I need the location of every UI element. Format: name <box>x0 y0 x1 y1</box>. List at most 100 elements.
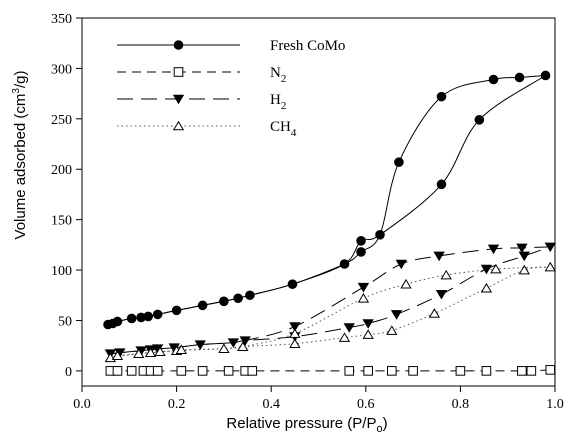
h2-point <box>357 282 370 293</box>
fresh-como-point <box>488 74 499 85</box>
chart-axes: 0.0 0.2 0.4 0.6 0.8 1.0 0 50 100 150 200 250 300 350 <box>51 12 564 412</box>
n2-point <box>223 366 234 376</box>
h2-adsorption-line <box>110 246 551 355</box>
x-tick-label: 0.2 <box>168 397 186 412</box>
fresh-como-desorption-line <box>107 75 546 325</box>
plot-frame <box>81 17 556 387</box>
fresh-como-point <box>339 259 350 269</box>
fresh-como-adsorption-line <box>107 75 546 325</box>
h2-point <box>343 323 355 333</box>
n2-point <box>481 366 492 376</box>
legend-label-ch4: CH4 <box>270 119 297 139</box>
ch4-point <box>144 347 157 358</box>
fresh-como-point <box>375 229 385 240</box>
n2-point <box>176 366 187 376</box>
ch4-point <box>237 341 249 351</box>
fresh-como-point <box>219 296 229 307</box>
ch4-point <box>440 269 452 280</box>
fresh-como-point <box>356 247 366 257</box>
n2-point <box>197 366 208 376</box>
h2-point <box>395 259 407 270</box>
x-tick-label: 0.8 <box>452 397 470 412</box>
y-tick-label: 150 <box>51 214 72 229</box>
fresh-como-point <box>474 115 485 125</box>
fresh-como-point <box>356 236 366 246</box>
h2-point <box>227 338 240 348</box>
y-axis-title: Volume adsorbed (cm3/g) <box>11 71 29 240</box>
fresh-como-point <box>197 300 208 311</box>
h2-desorption-line <box>110 246 551 355</box>
ch4-point <box>357 293 370 303</box>
h2-point <box>289 322 301 332</box>
x-axis-title: Relative pressure (P/Po) <box>226 415 387 433</box>
ch4-point <box>490 263 502 274</box>
h2-point <box>390 310 403 320</box>
ch4-point <box>400 278 412 289</box>
ch4-point <box>544 261 556 272</box>
ch4-point <box>289 338 301 348</box>
fresh-como-point <box>436 91 447 102</box>
legend-label-n2: N2 <box>270 65 286 85</box>
n2-point <box>344 366 355 376</box>
ch4-point <box>154 346 166 357</box>
y-tick-label: 300 <box>51 62 72 77</box>
y-tick-label: 50 <box>58 314 72 329</box>
ch4-point <box>338 332 351 342</box>
n2-point <box>152 366 163 376</box>
n2-point <box>517 366 527 376</box>
fresh-como-point <box>540 70 551 81</box>
legend-marker-fresh-como <box>173 40 184 50</box>
h2-point <box>194 340 206 350</box>
h2-point <box>433 251 445 262</box>
h2-point <box>516 243 528 254</box>
y-tick-label: 200 <box>51 163 72 178</box>
fresh-como-point <box>126 313 137 324</box>
y-tick-label: 350 <box>51 12 72 27</box>
ch4-point <box>133 348 145 359</box>
legend-label-h2: H2 <box>270 92 286 112</box>
fresh-como-point <box>171 305 182 316</box>
fresh-como-point <box>143 311 154 322</box>
ch4-adsorption-line <box>110 266 551 359</box>
n2-point <box>545 365 556 375</box>
y-tick-label: 250 <box>51 113 72 128</box>
n2-point <box>526 366 537 376</box>
h2-point <box>487 244 500 255</box>
y-tick-label: 100 <box>51 264 72 279</box>
n2-point <box>455 366 466 376</box>
legend-marker-n2 <box>173 67 184 77</box>
h2-point <box>480 264 493 275</box>
fresh-como-point <box>514 72 525 83</box>
n2-point <box>387 366 397 376</box>
ch4-point <box>111 350 124 361</box>
h2-point <box>544 242 556 253</box>
legend-marker-h2 <box>172 94 185 105</box>
n2-point <box>247 366 258 376</box>
ch4-desorption-line <box>110 266 551 359</box>
ch4-point <box>218 343 230 353</box>
n2-point <box>363 366 373 376</box>
ch4-point <box>386 325 398 335</box>
n2-point <box>408 366 418 376</box>
h2-point <box>239 336 251 346</box>
h2-point <box>362 319 374 329</box>
x-tick-label: 0.0 <box>73 397 91 412</box>
fresh-como-point <box>152 309 163 320</box>
x-tick-label: 0.6 <box>357 397 375 412</box>
legend-marker-ch4 <box>172 120 185 131</box>
ch4-point <box>428 308 441 318</box>
fresh-como-point <box>394 157 404 167</box>
ch4-point <box>518 264 530 275</box>
y-tick-label: 0 <box>65 365 72 380</box>
h2-point <box>435 289 448 300</box>
ch4-point <box>480 282 493 293</box>
n2-point <box>112 366 123 376</box>
chart-series-markers <box>103 70 556 376</box>
x-tick-label: 1.0 <box>546 397 564 412</box>
fresh-como-point <box>233 293 243 304</box>
ch4-point <box>175 344 188 355</box>
fresh-como-point <box>436 179 447 190</box>
n2-point <box>126 366 137 376</box>
h2-point <box>518 251 530 262</box>
